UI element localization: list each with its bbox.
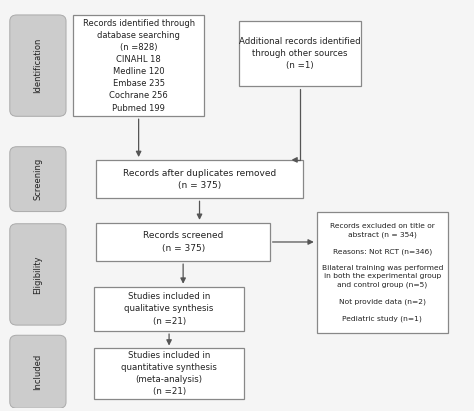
FancyBboxPatch shape <box>10 224 66 325</box>
Text: Records screened
(n = 375): Records screened (n = 375) <box>143 231 223 253</box>
Text: Records excluded on title or
abstract (n = 354)

Reasons: Not RCT (n=346)

Bilat: Records excluded on title or abstract (n… <box>321 223 443 322</box>
Text: Included: Included <box>33 353 42 390</box>
FancyBboxPatch shape <box>97 223 270 261</box>
FancyBboxPatch shape <box>94 286 244 331</box>
Text: Screening: Screening <box>33 158 42 200</box>
Text: Additional records identified
through other sources
(n =1): Additional records identified through ot… <box>239 37 361 70</box>
FancyBboxPatch shape <box>10 335 66 408</box>
FancyBboxPatch shape <box>10 147 66 212</box>
Text: Records after duplicates removed
(n = 375): Records after duplicates removed (n = 37… <box>123 169 276 190</box>
FancyBboxPatch shape <box>94 349 244 399</box>
Text: Eligibility: Eligibility <box>33 255 42 294</box>
FancyBboxPatch shape <box>317 212 448 333</box>
Text: Studies included in
qualitative synthesis
(n =21): Studies included in qualitative synthesi… <box>124 292 214 326</box>
FancyBboxPatch shape <box>97 160 302 199</box>
FancyBboxPatch shape <box>73 15 204 116</box>
FancyBboxPatch shape <box>239 21 361 86</box>
Text: Records identified through
database searching
(n =828)
CINAHL 18
Medline 120
Emb: Records identified through database sear… <box>82 18 195 113</box>
Text: Identification: Identification <box>33 38 42 93</box>
FancyBboxPatch shape <box>10 15 66 116</box>
Text: Studies included in
quantitative synthesis
(meta-analysis)
(n =21): Studies included in quantitative synthes… <box>121 351 217 397</box>
